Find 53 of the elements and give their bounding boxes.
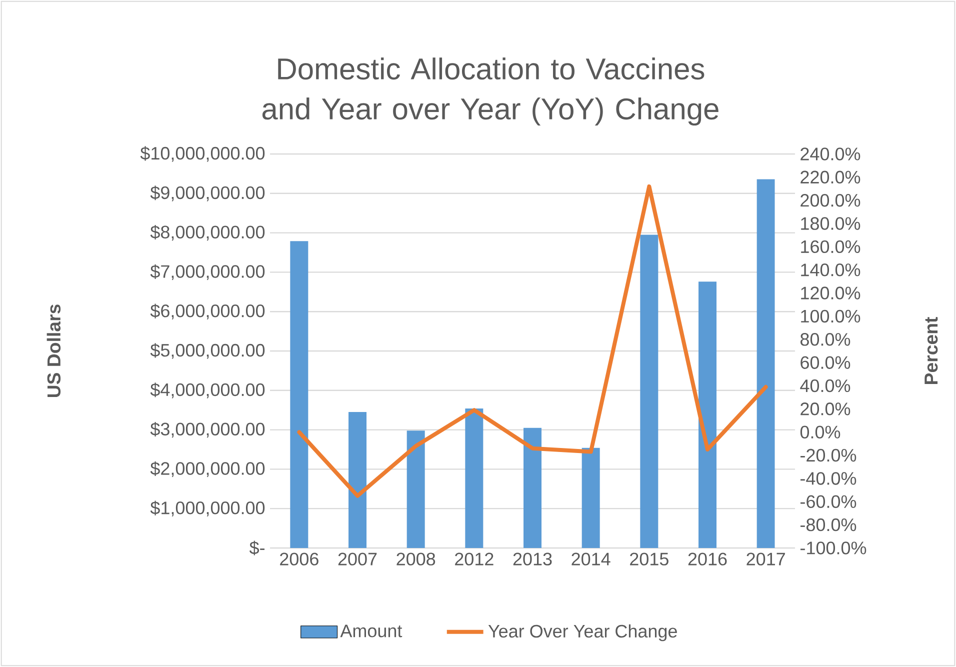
bar (582, 448, 600, 548)
y-tick-label: $8,000,000.00 (150, 224, 265, 241)
y2-tick-label: -60.0% (800, 495, 856, 508)
y-tick-label: $2,000,000.00 (150, 461, 265, 477)
legend-label: Amount (340, 624, 402, 638)
x-tick-label: 2017 (746, 552, 785, 566)
y2-tick-label: 220.0% (800, 170, 860, 184)
y2-tick-label: -40.0% (800, 472, 856, 485)
y2-tick-label: 240.0% (800, 148, 860, 160)
y2-tick-label: 100.0% (801, 310, 860, 323)
bar (348, 412, 367, 548)
y-tick-label: $3,000,000.00 (150, 422, 265, 438)
y-tick-label: $6,000,000.00 (150, 304, 265, 320)
bar (640, 234, 658, 548)
y-tick-label: $1,000,000.00 (150, 500, 265, 516)
bar (698, 282, 716, 548)
bar (290, 241, 308, 548)
y2-tick-label: 180.0% (801, 217, 860, 230)
y2-tick-label: -100.0% (800, 542, 866, 554)
x-tick-label: 2006 (280, 552, 318, 566)
legend-label: Year Over Year Change (488, 624, 677, 642)
bar (756, 179, 775, 548)
bar (524, 428, 542, 548)
y2-tick-label: 160.0% (801, 240, 860, 254)
bar (465, 408, 484, 548)
x-tick-label: 2015 (630, 552, 668, 566)
y2-tick-label: 20.0% (800, 402, 850, 416)
y-axis-title: US Dollars (46, 304, 61, 398)
x-tick-label: 2012 (455, 552, 494, 566)
y2-tick-label: 120.0% (801, 286, 860, 300)
y-tick-label: $- (249, 540, 264, 556)
y2-tick-label: -20.0% (800, 448, 856, 462)
x-tick-label: 2016 (688, 552, 727, 566)
x-tick-label: 2013 (513, 552, 552, 566)
y2-axis-title: Percent (924, 316, 938, 384)
y-tick-label: $4,000,000.00 (150, 382, 265, 398)
chart-title: Domestic Allocation to Vaccines and Year over Year (YoY) Change (262, 58, 718, 126)
line-series (297, 184, 768, 498)
y-tick-label: $7,000,000.00 (150, 264, 265, 280)
y2-tick-label: 200.0% (800, 194, 860, 207)
x-tick-label: 2007 (338, 552, 377, 566)
x-tick-label: 2008 (396, 552, 436, 566)
y-tick-label: $5,000,000.00 (150, 343, 265, 359)
y2-tick-label: -80.0% (800, 518, 856, 532)
bar (406, 430, 425, 548)
y2-tick-label: 40.0% (800, 379, 850, 392)
x-tick-label: 2014 (572, 552, 610, 566)
y-tick-label: $9,000,000.00 (150, 186, 265, 202)
y2-tick-label: 60.0% (800, 356, 850, 369)
y2-tick-label: 0.0% (800, 426, 840, 438)
y2-tick-label: 80.0% (800, 333, 850, 346)
y2-tick-label: 140.0% (801, 264, 860, 276)
y-tick-label: $10,000,000.00 (140, 146, 265, 162)
